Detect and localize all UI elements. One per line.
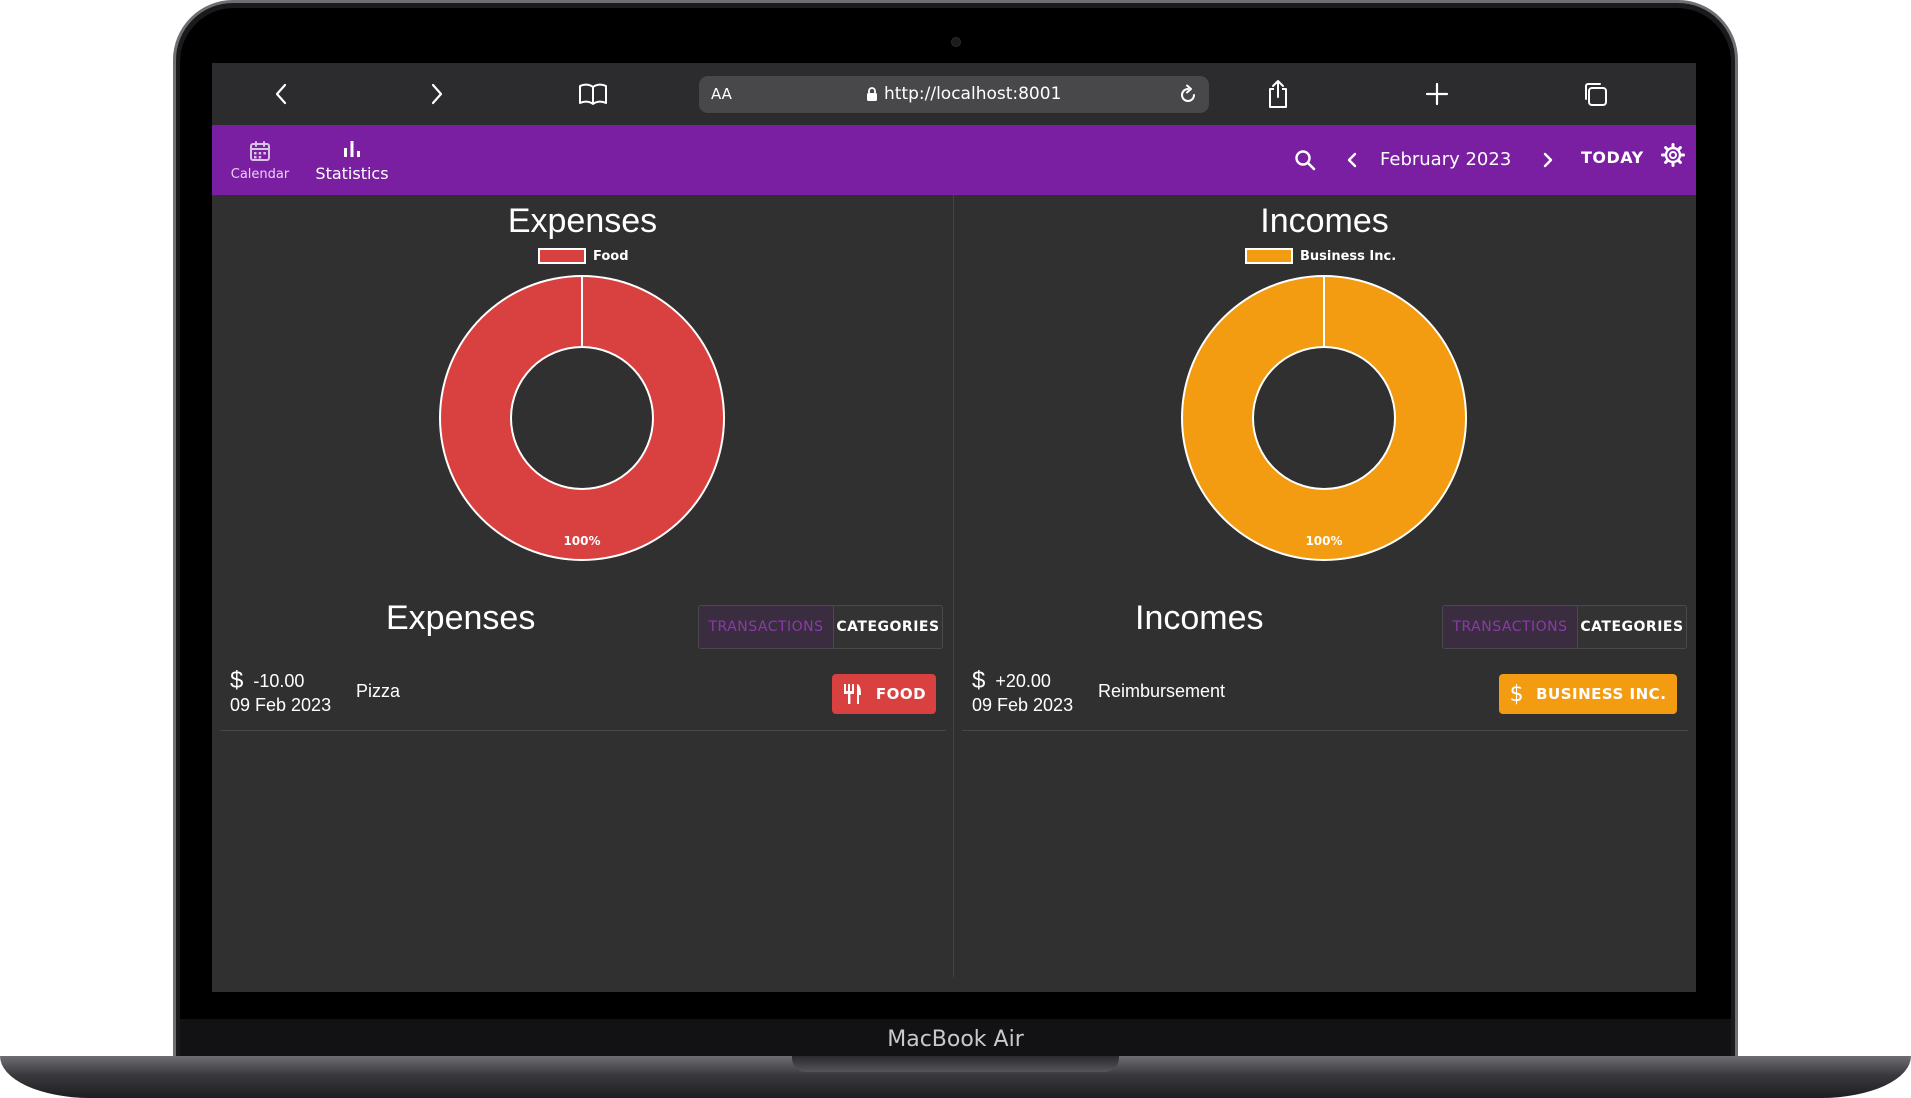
legend-swatch bbox=[538, 248, 586, 264]
camera-icon bbox=[951, 37, 961, 47]
expenses-donut-chart: 100% bbox=[439, 275, 725, 561]
incomes-legend[interactable]: Business Inc. bbox=[1245, 247, 1396, 265]
tab-transactions[interactable]: TRANSACTIONS bbox=[699, 606, 834, 648]
expenses-chart-title: Expenses bbox=[507, 202, 658, 240]
transaction-description: Pizza bbox=[356, 681, 401, 701]
tab-categories[interactable]: CATEGORIES bbox=[834, 606, 942, 648]
reload-icon[interactable] bbox=[1173, 80, 1203, 110]
expenses-view-toggle: TRANSACTIONS CATEGORIES bbox=[698, 605, 943, 649]
tab-transactions[interactable]: TRANSACTIONS bbox=[1443, 606, 1578, 648]
url-value: http://localhost:8001 bbox=[884, 84, 1062, 104]
text-size-button[interactable]: AA bbox=[711, 85, 732, 103]
incomes-donut-chart: 100% bbox=[1181, 275, 1467, 561]
amount-value: -10.00 bbox=[253, 670, 305, 691]
slice-data-label: 100% bbox=[1305, 534, 1342, 548]
expenses-panel: Expenses Food 100% Expenses TRANSACTIONS… bbox=[212, 195, 953, 992]
device-label: MacBook Air bbox=[887, 1027, 1024, 1052]
screen: AA http://localhost:8001 Calendar Stati bbox=[212, 63, 1696, 992]
nav-calendar-label: Calendar bbox=[230, 166, 290, 182]
address-bar[interactable]: AA http://localhost:8001 bbox=[699, 76, 1209, 113]
legend-swatch bbox=[1245, 248, 1293, 264]
chevron-right-icon[interactable] bbox=[1533, 145, 1563, 175]
category-chip-food[interactable]: FOOD bbox=[832, 674, 936, 714]
transaction-description: Reimbursement bbox=[1098, 681, 1226, 701]
nav-statistics[interactable]: Statistics bbox=[307, 125, 397, 195]
transaction-date: 09 Feb 2023 bbox=[230, 695, 332, 715]
laptop-base-notch bbox=[792, 1056, 1119, 1072]
new-tab-icon[interactable] bbox=[1421, 78, 1453, 110]
chevron-left-icon[interactable] bbox=[1337, 145, 1367, 175]
table-row[interactable]: $ -10.00 09 Feb 2023 Pizza FOOD bbox=[220, 657, 946, 731]
dollar-icon: $ bbox=[972, 667, 986, 694]
transaction-amount: $ -10.00 bbox=[230, 667, 304, 695]
today-button[interactable]: TODAY bbox=[1581, 148, 1644, 167]
app-bar: Calendar Statistics February 2023 TODAY bbox=[212, 125, 1696, 195]
legend-label: Food bbox=[593, 248, 629, 264]
bookmarks-icon[interactable] bbox=[577, 78, 609, 110]
nav-statistics-label: Statistics bbox=[315, 163, 389, 183]
forward-icon[interactable] bbox=[421, 78, 453, 110]
category-chip-business-inc[interactable]: $ BUSINESS INC. bbox=[1499, 674, 1677, 714]
donut-hole bbox=[512, 348, 652, 488]
dollar-icon: $ bbox=[230, 667, 244, 694]
back-icon[interactable] bbox=[265, 78, 297, 110]
fork-knife-icon bbox=[843, 684, 861, 704]
lock-icon bbox=[867, 86, 877, 101]
search-icon[interactable] bbox=[1290, 145, 1320, 175]
calendar-icon bbox=[250, 140, 270, 161]
category-label: BUSINESS INC. bbox=[1536, 685, 1667, 703]
transaction-date: 09 Feb 2023 bbox=[972, 695, 1074, 715]
url-text: http://localhost:8001 bbox=[866, 84, 1061, 104]
share-icon[interactable] bbox=[1262, 78, 1294, 110]
category-label: FOOD bbox=[875, 685, 927, 703]
current-month: February 2023 bbox=[1380, 149, 1512, 170]
slice-data-label: 100% bbox=[563, 534, 600, 548]
tab-categories[interactable]: CATEGORIES bbox=[1578, 606, 1686, 648]
tabs-icon[interactable] bbox=[1579, 78, 1611, 110]
amount-value: +20.00 bbox=[995, 670, 1051, 691]
incomes-panel: Incomes Business Inc. 100% Incomes TRANS… bbox=[954, 195, 1695, 992]
donut-hole bbox=[1254, 348, 1394, 488]
expenses-legend[interactable]: Food bbox=[538, 247, 629, 265]
expenses-list-title: Expenses bbox=[386, 599, 536, 637]
transaction-amount: $ +20.00 bbox=[972, 667, 1051, 695]
laptop-chin: MacBook Air bbox=[180, 1019, 1731, 1060]
gear-icon[interactable] bbox=[1658, 140, 1688, 170]
incomes-list-title: Incomes bbox=[1135, 599, 1264, 637]
table-row[interactable]: $ +20.00 09 Feb 2023 Reimbursement $ BUS… bbox=[962, 657, 1688, 731]
nav-calendar[interactable]: Calendar bbox=[217, 125, 303, 195]
dollar-icon: $ bbox=[1509, 681, 1525, 707]
bar-chart-icon bbox=[344, 140, 360, 157]
browser-toolbar: AA http://localhost:8001 bbox=[212, 63, 1696, 125]
legend-label: Business Inc. bbox=[1300, 248, 1397, 264]
panel-divider bbox=[953, 195, 954, 977]
incomes-chart-title: Incomes bbox=[1260, 202, 1389, 240]
incomes-view-toggle: TRANSACTIONS CATEGORIES bbox=[1442, 605, 1687, 649]
